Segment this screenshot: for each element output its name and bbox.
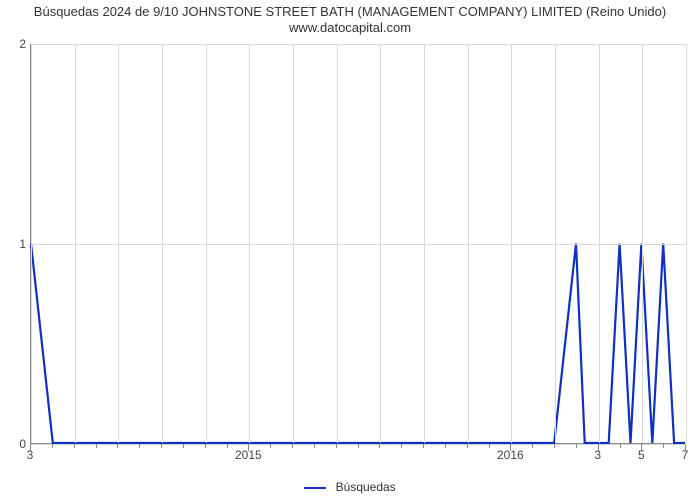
- x-tick-minor: [270, 444, 271, 448]
- x-tick-label: 7: [682, 448, 689, 462]
- gridline-vertical: [380, 44, 381, 443]
- gridline-vertical: [118, 44, 119, 443]
- x-tick-minor: [379, 444, 380, 448]
- y-tick-label: 0: [8, 437, 26, 451]
- series-line: [31, 244, 685, 444]
- x-tick-minor: [314, 444, 315, 448]
- gridline-vertical: [337, 44, 338, 443]
- x-tick-label: 2015: [235, 448, 262, 462]
- gridline-vertical: [642, 44, 643, 443]
- x-tick-minor: [161, 444, 162, 448]
- x-tick-minor: [96, 444, 97, 448]
- x-tick-minor: [292, 444, 293, 448]
- gridline-vertical: [162, 44, 163, 443]
- x-tick-minor: [336, 444, 337, 448]
- x-tick-minor: [576, 444, 577, 448]
- gridline-vertical: [249, 44, 250, 443]
- x-tick-minor: [183, 444, 184, 448]
- x-tick-label: 5: [638, 448, 645, 462]
- gridline-vertical: [206, 44, 207, 443]
- x-tick-minor: [663, 444, 664, 448]
- x-tick-minor: [620, 444, 621, 448]
- x-tick-minor: [139, 444, 140, 448]
- x-tick-minor: [74, 444, 75, 448]
- gridline-vertical: [468, 44, 469, 443]
- x-tick-minor: [554, 444, 555, 448]
- chart-title: Búsquedas 2024 de 9/10 JOHNSTONE STREET …: [0, 0, 700, 43]
- gridline-horizontal: [31, 44, 685, 45]
- x-tick-minor: [532, 444, 533, 448]
- plot-area: [30, 44, 685, 444]
- chart-container: Búsquedas 2024 de 9/10 JOHNSTONE STREET …: [0, 0, 700, 500]
- gridline-vertical: [511, 44, 512, 443]
- x-tick-minor: [227, 444, 228, 448]
- gridline-vertical: [75, 44, 76, 443]
- gridline-vertical: [599, 44, 600, 443]
- x-tick-minor: [401, 444, 402, 448]
- x-tick-minor: [205, 444, 206, 448]
- gridline-vertical: [31, 44, 32, 443]
- x-tick-minor: [52, 444, 53, 448]
- legend: Búsquedas: [0, 480, 700, 494]
- gridline-vertical: [686, 44, 687, 443]
- y-tick-label: 2: [8, 37, 26, 51]
- x-tick-minor: [467, 444, 468, 448]
- gridline-vertical: [293, 44, 294, 443]
- x-tick-label: 2016: [497, 448, 524, 462]
- x-tick-label: 3: [594, 448, 601, 462]
- legend-label: Búsquedas: [336, 480, 396, 494]
- gridline-vertical: [424, 44, 425, 443]
- x-tick-minor: [445, 444, 446, 448]
- x-tick-minor: [358, 444, 359, 448]
- x-tick-minor: [489, 444, 490, 448]
- gridline-horizontal: [31, 244, 685, 245]
- y-tick-label: 1: [8, 237, 26, 251]
- x-tick-label: 3: [27, 448, 34, 462]
- x-tick-minor: [423, 444, 424, 448]
- x-tick-minor: [117, 444, 118, 448]
- legend-swatch: [304, 487, 326, 489]
- gridline-vertical: [555, 44, 556, 443]
